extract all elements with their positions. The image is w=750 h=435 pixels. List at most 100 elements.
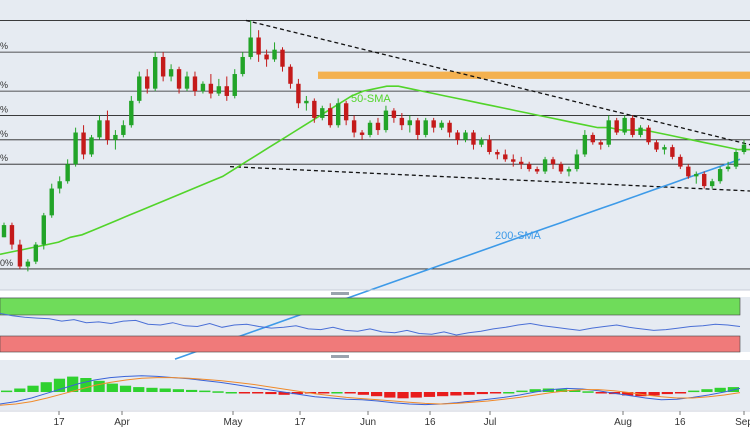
y-tick-label: 0% — [0, 258, 13, 268]
macd-histogram-bar — [159, 388, 171, 392]
macd-histogram-bar — [489, 392, 502, 394]
x-axis: 17 Apr May 17 Jun 16 Jul Aug 16 Sep — [53, 411, 750, 428]
candle-body — [168, 69, 174, 77]
candle-body — [296, 83, 301, 104]
macd-histogram-bar — [27, 385, 39, 392]
x-tick-label: Aug — [614, 417, 632, 428]
candle-body — [717, 169, 723, 182]
candle-body — [208, 83, 214, 94]
macd-histogram-bar — [529, 389, 541, 392]
rsi-overbought-zone — [0, 297, 741, 316]
candle-body — [598, 142, 603, 145]
macd-histogram-bar — [357, 392, 369, 395]
rsi-indicator — [0, 297, 741, 353]
candle-body — [487, 139, 492, 152]
panel-resize-handle[interactable] — [331, 355, 349, 358]
x-tick-label: May — [224, 417, 243, 428]
macd-histogram-bar — [688, 390, 700, 393]
candle-body — [725, 166, 731, 170]
candle-body — [359, 132, 365, 135]
sma200-line — [174, 158, 741, 360]
candle-body — [81, 132, 86, 155]
macd-histogram-bar — [674, 392, 687, 394]
signal-line — [0, 377, 741, 406]
candle-body — [304, 100, 309, 104]
macd-histogram-bar — [344, 392, 356, 394]
candle-body — [232, 74, 237, 96]
candle-body — [17, 244, 23, 267]
candle-body — [646, 127, 651, 143]
macd-histogram-bar — [199, 390, 211, 393]
macd-histogram-bar — [569, 389, 581, 392]
macd-histogram-bar — [714, 387, 726, 392]
candle-body — [709, 181, 715, 187]
candle-body — [192, 76, 198, 92]
y-tick-label: % — [0, 41, 8, 51]
macd-histogram-bar — [67, 376, 79, 392]
macd-histogram-bar — [80, 378, 92, 392]
macd-histogram-bar — [1, 390, 13, 393]
candle-body — [216, 86, 222, 94]
candle-body — [614, 120, 619, 133]
macd-histogram-bar — [278, 392, 290, 395]
macd-histogram-bar — [371, 392, 383, 397]
macd-histogram-bar — [252, 392, 264, 394]
candle-body — [73, 132, 78, 165]
candle-body — [582, 134, 588, 155]
macd-histogram-bar — [384, 392, 396, 398]
y-tick-label: % — [0, 104, 8, 114]
candle-body — [686, 166, 691, 177]
candle-body — [97, 120, 102, 138]
candle-body — [288, 66, 293, 84]
resistance-zone-band — [318, 71, 750, 79]
macd-histogram-bar — [331, 392, 343, 394]
macd-histogram-bar — [14, 388, 26, 392]
candle-body — [375, 122, 381, 131]
macd-histogram-bar — [476, 392, 488, 395]
candle-body — [399, 117, 405, 126]
macd-indicator — [0, 375, 741, 406]
candle-body — [391, 110, 397, 118]
falling-resistance-line — [245, 19, 750, 146]
candle-body — [256, 37, 261, 55]
macd-histogram-bar — [437, 392, 449, 397]
candle-body — [407, 120, 413, 126]
candle-body — [176, 69, 182, 89]
macd-histogram-bar — [133, 387, 145, 392]
macd-histogram-bar — [40, 382, 52, 392]
panel-resize-handle[interactable] — [331, 292, 349, 295]
candle-body — [280, 49, 285, 67]
candle-body — [145, 76, 150, 89]
candle-body — [447, 122, 452, 133]
candle-body — [248, 37, 253, 57]
candle-body — [200, 83, 206, 92]
trendlines — [229, 19, 750, 192]
candle-body — [471, 132, 476, 145]
candle-body — [574, 154, 580, 170]
macd-histogram-bar — [238, 392, 251, 394]
candle-body — [694, 173, 699, 177]
candle-body — [678, 156, 683, 167]
candle-body — [654, 142, 659, 150]
candle-body — [65, 164, 70, 182]
macd-histogram-bar — [225, 392, 237, 394]
candle-body — [320, 108, 325, 118]
macd-histogram-bar — [582, 391, 594, 393]
candle-body — [57, 181, 62, 189]
candle-body — [638, 127, 643, 135]
candle-body — [439, 122, 444, 128]
macd-histogram-bar — [463, 392, 475, 395]
candle-body — [479, 139, 484, 145]
macd-histogram-bar — [212, 391, 224, 393]
candle-body — [670, 147, 675, 157]
macd-histogram-bar — [503, 392, 515, 394]
candle-body — [1, 225, 7, 238]
candle-body — [526, 164, 532, 170]
macd-histogram-bar — [146, 387, 158, 392]
macd-histogram-bar — [556, 389, 568, 392]
macd-histogram-bar — [661, 392, 673, 395]
macd-histogram-bar — [318, 392, 330, 394]
candle-body — [702, 173, 707, 187]
candle-body — [622, 117, 627, 133]
